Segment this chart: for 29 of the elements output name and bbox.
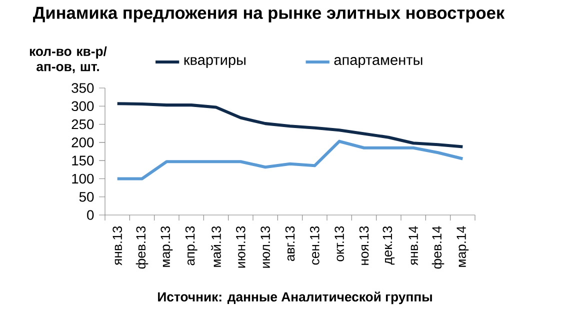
x-tick-label: сен.13: [310, 226, 320, 265]
x-tick-label: апр.13: [185, 226, 198, 266]
text: Источник: данные Аналитической группы: [158, 292, 432, 304]
x-tick-label: янв.14: [408, 226, 418, 266]
legend-label: апартаменты: [334, 57, 422, 68]
y-tick-label: 250: [72, 119, 94, 130]
y-tick-label: 0: [87, 210, 94, 220]
chart-title: Динамика предложения на рынке элитных новостроек: [33, 6, 505, 22]
y-axis-title: кол-во кв-р/ ап-ов, шт.: [30, 46, 107, 74]
y-tick-label: 50: [79, 192, 94, 202]
x-tick-label: мар.13: [160, 226, 173, 267]
x-tick-label: июл.13: [260, 226, 270, 268]
y-tick-label: 300: [72, 101, 94, 112]
x-tick-label: ноя.13: [359, 226, 369, 265]
x-tick-label: фев.13: [136, 226, 148, 269]
x-tick-label: май.13: [211, 226, 221, 267]
y-tick-label: 200: [72, 138, 94, 148]
x-tick-label: дек.13: [382, 226, 395, 265]
x-tick-label: янв.13: [112, 226, 122, 266]
legend-label: квартиры: [184, 57, 246, 68]
y-tick-label: 150: [72, 156, 94, 166]
y-tick-label: 100: [72, 174, 94, 184]
x-tick-label: фев.14: [432, 226, 444, 269]
y-tick-label: 350: [72, 83, 94, 93]
x-tick-label: авг.13: [285, 226, 295, 261]
x-tick-label: мар.14: [456, 226, 469, 267]
x-tick-label: июн.13: [236, 226, 246, 268]
x-tick-label: окт.13: [334, 226, 344, 262]
line-series: [116, 102, 464, 148]
